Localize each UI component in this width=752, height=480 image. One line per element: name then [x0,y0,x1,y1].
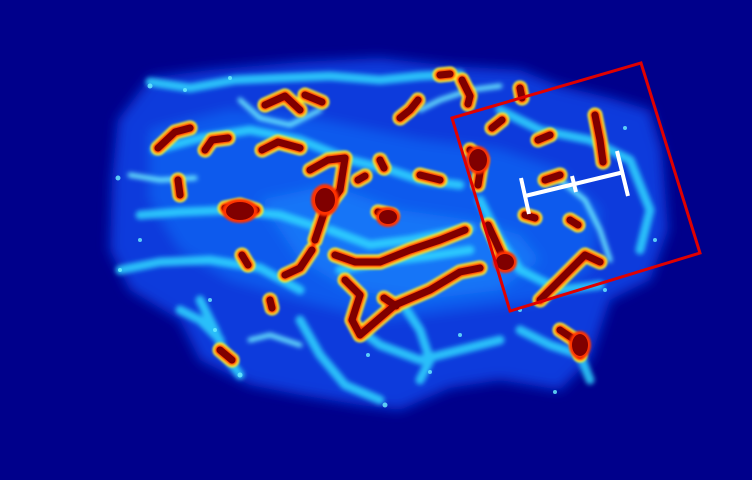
hotspot [379,210,397,224]
trail [355,325,505,365]
hotspot-blobs [222,146,591,359]
hotspot [566,216,582,229]
hotspot [238,251,252,269]
hotspot [488,116,506,132]
trail [247,332,303,348]
hotspot [354,172,369,184]
ruler-tick-right [615,150,630,197]
hotspot [261,92,304,114]
hotspot [341,264,484,339]
hotspot [174,176,184,199]
trail [515,325,595,385]
hotspot [416,171,444,184]
hotspot [380,294,400,310]
trail [115,255,305,295]
trail [295,315,385,405]
hotspot [536,251,604,304]
hotspot [396,96,422,122]
hotspot [266,296,276,312]
hotspot [541,171,564,184]
hotspot [534,131,554,144]
speckles [115,76,657,408]
ruler-tick-mid [570,175,578,193]
hotspot [216,346,236,364]
hotspot [201,134,232,154]
hotspot [572,334,588,356]
hotspot [436,70,454,79]
ruler-tick-left [519,177,531,215]
ruler [519,150,630,215]
region-box [450,61,702,313]
trail [237,97,323,128]
hotspot [591,111,607,166]
hotspot [301,91,326,106]
trail [175,305,225,345]
hotspot [496,254,514,270]
trail [495,105,655,255]
hotspot [521,211,539,222]
hotspot [315,188,335,212]
hotspot [458,76,474,108]
trail [395,295,435,385]
hotspot [258,138,304,154]
hotspot [376,156,388,172]
hotspot [154,124,194,152]
hotspot [469,149,487,171]
hotspot [281,246,316,279]
trail [557,177,613,263]
hotspot [331,226,469,266]
trail [145,69,465,93]
trail [417,83,503,113]
hotspot [226,202,254,220]
